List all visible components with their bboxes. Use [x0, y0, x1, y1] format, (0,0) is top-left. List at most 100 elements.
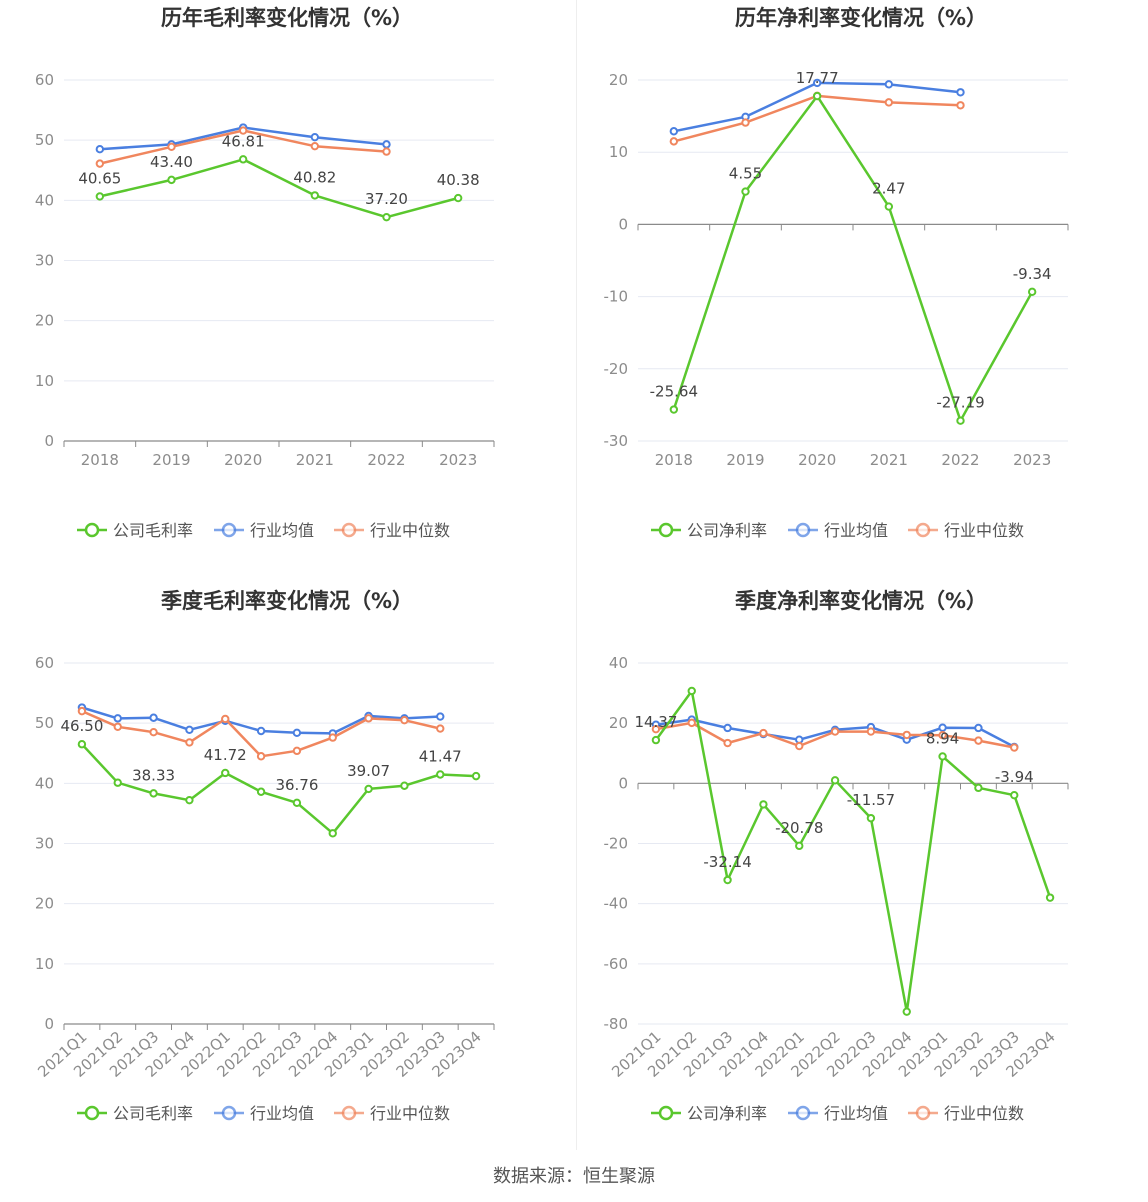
y-tick-label: 10: [609, 143, 628, 161]
data-label: 38.33: [132, 766, 175, 784]
data-point: [1045, 893, 1055, 902]
chart-svg: 季度毛利率变化情况（%）01020304050602021Q12021Q2202…: [34, 589, 495, 1123]
x-tick-label: 2022: [941, 451, 979, 469]
data-point: [400, 715, 409, 725]
data-point: [221, 714, 230, 724]
annual-net-margin-chart: 历年净利率变化情况（%） -30 -20 -10 0 10 20 2018 2019 2020 20…: [574, 0, 1148, 583]
data-point: [382, 140, 391, 149]
series-line: [673, 81, 961, 133]
legend-label: 行业中位数: [944, 1104, 1024, 1123]
legend-label: 公司毛利率: [113, 521, 193, 540]
legend-item-industry_avg: 行业均值: [788, 1104, 888, 1123]
data-label: 46.50: [60, 717, 103, 735]
data-point: [95, 192, 105, 201]
legend-label: 行业均值: [824, 1104, 888, 1123]
legend-item-company: 公司净利率: [651, 1104, 767, 1123]
data-point: [256, 726, 266, 736]
chart-title: 历年净利率变化情况（%）: [735, 6, 987, 30]
x-tick-label: 2020: [798, 451, 836, 469]
data-point: [185, 725, 194, 734]
data-point: [310, 132, 320, 142]
y-tick-label: 10: [35, 372, 54, 390]
data-label: 8.94: [926, 729, 959, 747]
series-industry_avg: [669, 78, 965, 136]
data-point: [453, 193, 463, 203]
series-line: [99, 158, 459, 219]
x-tick-label: 2020: [224, 451, 262, 469]
quarterly-gross-margin-chart: 季度毛利率变化情况（%） 0 10 20 30 40 50 60 2021Q1 2021Q2 202…: [0, 583, 574, 1166]
legend-swatch-marker: [84, 522, 100, 538]
y-tick-label: -60: [604, 955, 629, 973]
y-tick-label: 60: [35, 654, 54, 672]
data-label: 39.07: [347, 762, 390, 780]
y-tick-label: 40: [609, 654, 628, 672]
chart-svg: 历年毛利率变化情况（%） 0 10 20 30 40 50 60 2018 2019 2020 202…: [35, 6, 495, 540]
data-point: [669, 127, 679, 136]
y-tick-label: -10: [604, 288, 629, 306]
legend-item-industry_median: 行业中位数: [334, 1104, 450, 1123]
y-tick-label: 50: [35, 714, 54, 732]
y-tick-label: -80: [604, 1015, 629, 1033]
data-label: 40.82: [293, 168, 336, 186]
y-tick-label: 40: [35, 774, 54, 792]
chart-title: 季度毛利率变化情况（%）: [161, 589, 413, 613]
y-tick-label: -20: [604, 360, 629, 378]
series-line: [673, 94, 961, 143]
data-point: [167, 142, 176, 151]
data-label: 2.47: [872, 180, 905, 198]
data-label: 14.37: [634, 713, 677, 731]
data-point: [1027, 287, 1037, 297]
legend-swatch-marker: [84, 1105, 100, 1121]
data-point: [77, 706, 87, 716]
x-tick-label: 2018: [81, 451, 119, 469]
series-company: [77, 740, 481, 838]
x-tick-label: 2021: [870, 451, 908, 469]
series-industry_median: [95, 126, 391, 168]
data-point: [185, 795, 194, 805]
legend-swatch-marker: [915, 1105, 931, 1121]
legend-swatch-marker: [341, 1105, 357, 1121]
data-point: [292, 728, 302, 737]
data-point: [113, 722, 122, 731]
chart-svg: 季度净利率变化情况（%）-80-60-40-20020402021Q12021Q…: [604, 589, 1069, 1123]
data-point: [687, 686, 696, 696]
chart-svg: 历年净利率变化情况（%） -30 -20 -10 0 10 20 2018 2019 2020 20…: [604, 6, 1069, 540]
data-point: [149, 789, 158, 798]
data-point: [759, 728, 768, 738]
data-point: [167, 175, 176, 185]
data-point: [95, 159, 105, 168]
legend-item-industry_avg: 行业均值: [788, 521, 888, 540]
legend-item-company: 公司毛利率: [77, 1104, 193, 1123]
data-point: [974, 736, 983, 745]
legend-item-industry_median: 行业中位数: [334, 521, 450, 540]
legend-item-industry_avg: 行业均值: [214, 1104, 314, 1123]
y-tick-label: 20: [609, 71, 628, 89]
y-tick-label: 30: [35, 252, 54, 270]
legend-label: 行业均值: [250, 1104, 314, 1123]
series-line: [672, 94, 1034, 422]
data-point: [723, 723, 732, 733]
data-point: [471, 771, 481, 781]
data-point: [364, 784, 373, 794]
y-tick-label: 20: [35, 895, 54, 913]
data-point: [956, 101, 965, 110]
data-point: [328, 829, 337, 838]
data-point: [256, 752, 266, 761]
series-industry_median: [669, 91, 965, 146]
series-company: [651, 686, 1055, 1016]
data-point: [364, 714, 373, 723]
data-point: [687, 718, 696, 728]
y-tick-label: 20: [609, 714, 628, 732]
data-source-note: 数据来源：恒生聚源: [493, 1166, 655, 1187]
data-point: [436, 770, 445, 779]
data-point: [938, 723, 947, 732]
data-point: [221, 768, 230, 778]
panel-divider: [576, 0, 577, 1150]
data-point: [436, 712, 445, 721]
data-point: [830, 727, 840, 736]
series-line: [80, 743, 477, 835]
legend-item-industry_avg: 行业均值: [214, 521, 314, 540]
annual-gross-margin-chart: 历年毛利率变化情况（%） 0 10 20 30 40 50 60 2018 2019 2020 202…: [0, 0, 574, 583]
data-label: 43.40: [150, 153, 193, 171]
legend-swatch-marker: [221, 1105, 237, 1121]
